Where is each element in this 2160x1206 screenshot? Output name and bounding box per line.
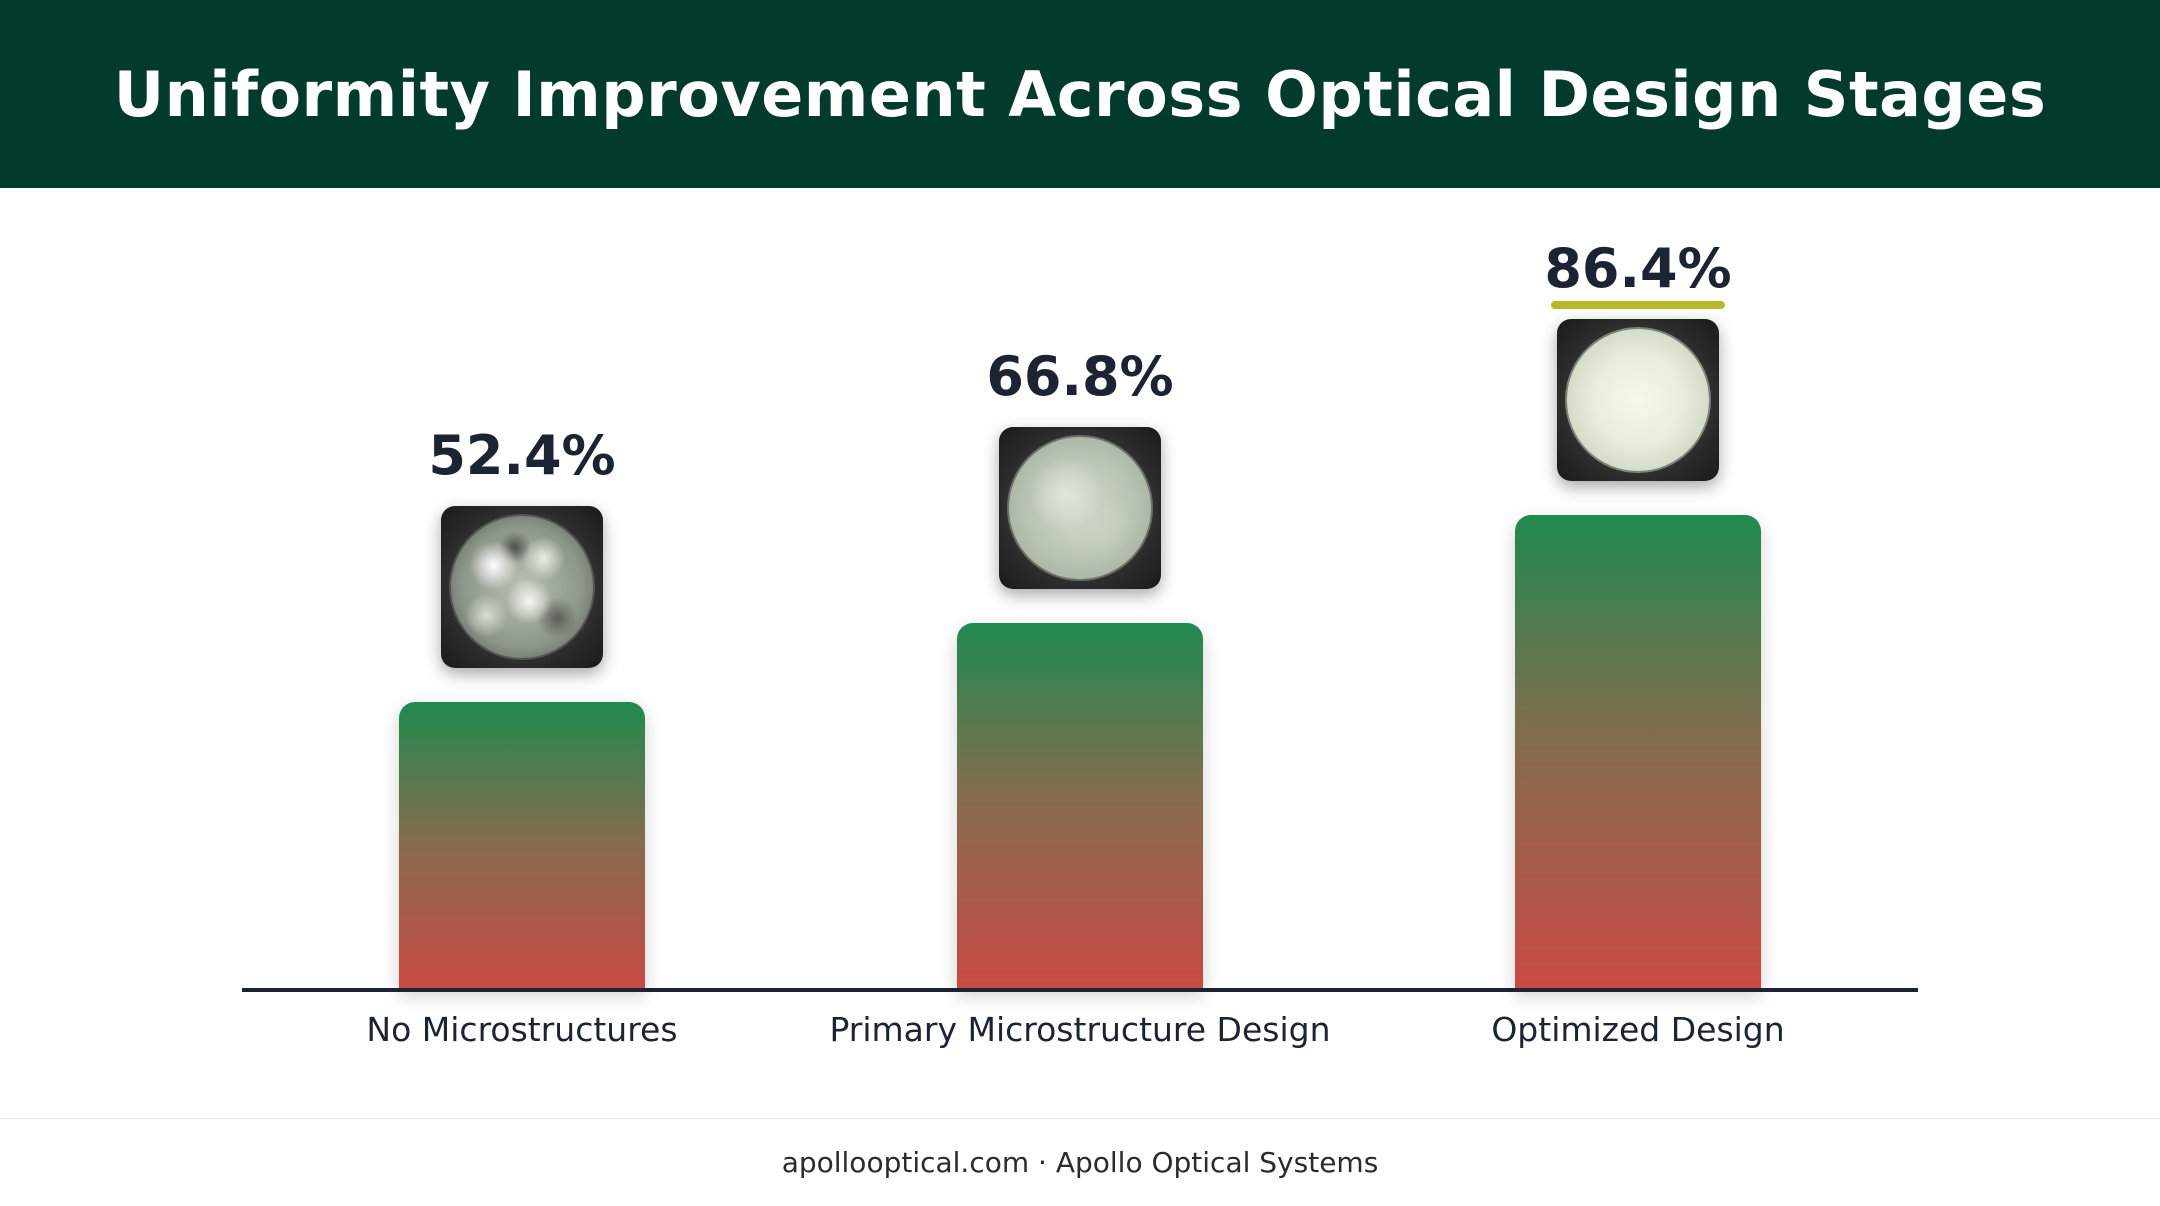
- data-label: 66.8%: [986, 344, 1174, 408]
- light-disc-image: [449, 513, 595, 660]
- x-axis-line: [242, 988, 1918, 992]
- x-tick-label: No Microstructures: [366, 1010, 678, 1049]
- data-label: 86.4%: [1544, 236, 1732, 300]
- light-disc-image: [1007, 434, 1153, 581]
- footer-text: apollooptical.com · Apollo Optical Syste…: [781, 1146, 1379, 1179]
- bar-2: [957, 622, 1203, 990]
- footer-divider: [0, 1118, 2160, 1119]
- uniformity-preview-image: [999, 426, 1161, 589]
- data-label: 52.4%: [428, 423, 616, 487]
- footer: apollooptical.com · Apollo Optical Syste…: [0, 1119, 2160, 1206]
- header-banner: Uniformity Improvement Across Optical De…: [0, 0, 2160, 188]
- uniformity-preview-image: [1557, 318, 1719, 481]
- uniformity-preview-image: [441, 505, 603, 668]
- bar-chart: 52.4% No Microstructures 66.8% Primary Micr…: [0, 188, 2160, 1118]
- x-tick-label: Primary Microstructure Design: [829, 1010, 1331, 1049]
- highlight-underline: [1551, 300, 1725, 309]
- bar-1: [399, 701, 645, 990]
- light-disc-image: [1565, 326, 1711, 473]
- x-tick-label: Optimized Design: [1491, 1010, 1785, 1049]
- bar-3: [1515, 514, 1761, 990]
- page-title: Uniformity Improvement Across Optical De…: [113, 57, 2047, 131]
